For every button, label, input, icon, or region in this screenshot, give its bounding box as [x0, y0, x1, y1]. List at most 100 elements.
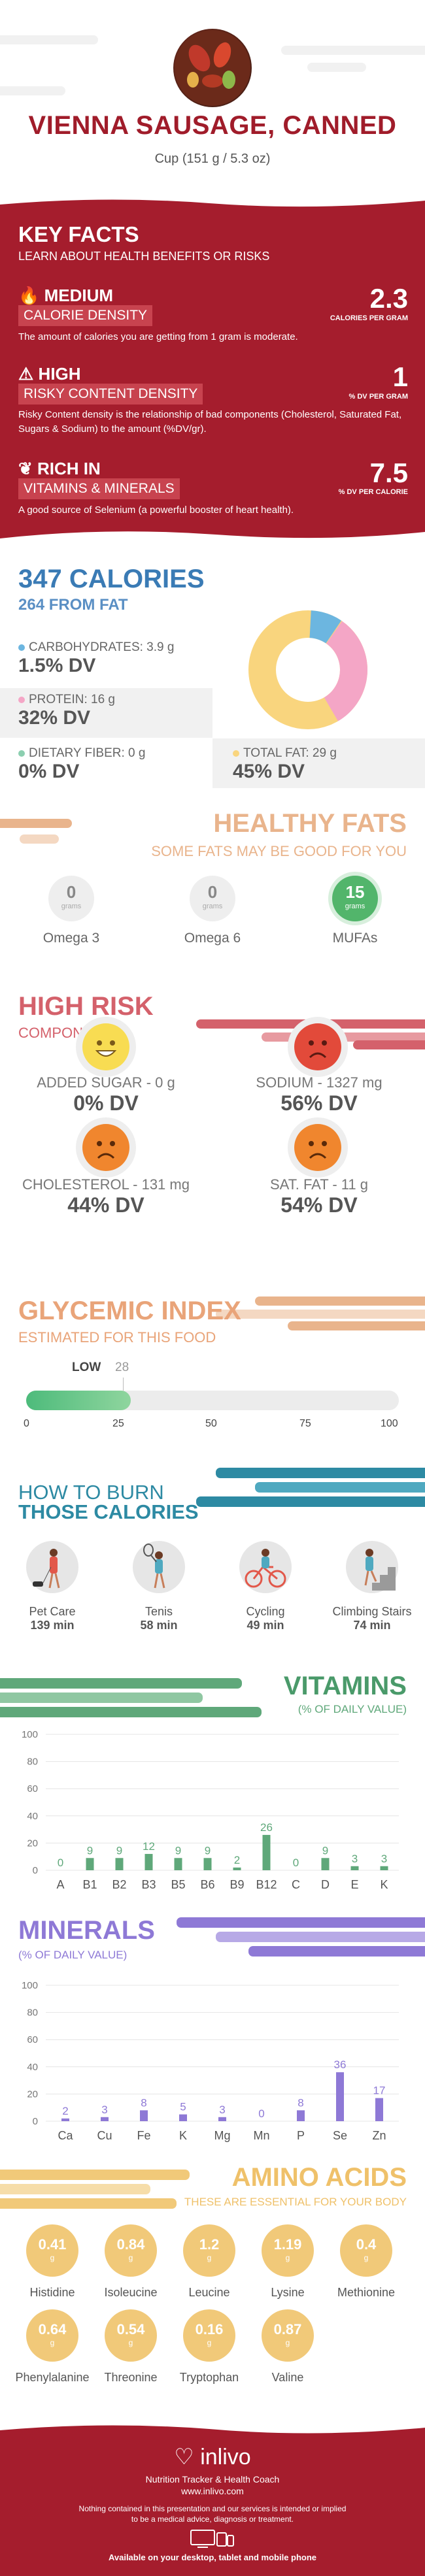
bar	[297, 2110, 305, 2121]
amino-value: 0.41	[38, 2236, 67, 2253]
bar-value-label: 26	[260, 1821, 273, 1834]
footer	[0, 2421, 425, 2576]
amino-label: Histidine	[29, 2286, 75, 2299]
footer-tagline: Nutrition Tracker & Health Coach	[145, 2474, 280, 2485]
x-tick-label: K	[179, 2129, 187, 2142]
y-tick-label: 100	[22, 1980, 38, 1991]
amino-unit: g	[364, 2253, 369, 2262]
pet-care-icon	[26, 1541, 78, 1593]
y-tick-label: 100	[22, 1729, 38, 1740]
calorie-donut	[248, 610, 367, 729]
fact-unit-risky: % DV PER GRAM	[348, 393, 408, 401]
food-title: VIENNA SAUSAGE, CANNED	[28, 111, 397, 140]
amino-label: Lysine	[271, 2286, 305, 2299]
amino-badge: 0.64 g	[26, 2309, 78, 2362]
x-tick-label: B5	[171, 1878, 185, 1891]
sad-face-icon	[294, 1023, 341, 1070]
bar-value-label: 0	[293, 1857, 299, 1869]
fact-desc-calorie: The amount of calories you are getting f…	[18, 331, 298, 342]
bar	[375, 2098, 383, 2121]
y-tick-label: 0	[33, 2116, 38, 2127]
bar	[179, 2114, 187, 2121]
amino-unit: g	[285, 2253, 290, 2262]
bar-value-label: 9	[87, 1844, 93, 1857]
x-tick-label: Ca	[58, 2129, 73, 2142]
protein-block: PROTEIN: 16 g 32% DV	[18, 693, 115, 729]
cycling-icon	[239, 1541, 292, 1593]
footer-disclaimer-2: to be a medical advice, diagnosis or tre…	[131, 2515, 294, 2524]
bar	[350, 1866, 359, 1870]
y-tick-label: 0	[33, 1865, 38, 1876]
amino-unit: g	[128, 2338, 133, 2347]
bar	[380, 1866, 388, 1870]
devices-icon	[190, 2529, 235, 2552]
fact-label-vitamins: VITAMINS & MINERALS	[18, 478, 180, 499]
flame-icon: 🔥	[18, 286, 40, 305]
bar-value-label: 9	[116, 1844, 122, 1857]
fact-label-calorie: CALORIE DENSITY	[18, 305, 153, 326]
amino-value: 0.87	[273, 2321, 302, 2337]
amino-unit: g	[50, 2253, 55, 2262]
bar	[203, 1858, 212, 1870]
omega3-badge: 0 grams	[48, 876, 94, 921]
happy-face-icon	[82, 1023, 129, 1070]
bar	[321, 1858, 330, 1870]
amino-subtitle: THESE ARE ESSENTIAL FOR YOUR BODY	[184, 2196, 407, 2208]
vitamins-title: VITAMINS	[283, 1672, 407, 1700]
bar	[336, 2072, 344, 2121]
amino-value: 0.4	[356, 2236, 377, 2253]
bar	[262, 1834, 271, 1870]
footer-url[interactable]: www.inlivo.com	[181, 2486, 244, 2496]
x-tick-label: B1	[82, 1878, 97, 1891]
x-tick-label: E	[350, 1878, 358, 1891]
footer-available: Available on your desktop, tablet and mo…	[108, 2552, 317, 2562]
vitamins-subtitle: (% OF DAILY VALUE)	[298, 1703, 407, 1715]
amino-label: Phenylalanine	[15, 2371, 90, 2384]
bar-value-label: 36	[334, 2058, 347, 2071]
fact-value-calorie: 2.3	[369, 283, 408, 314]
bar-value-label: 17	[373, 2085, 386, 2097]
gi-value: 28	[115, 1361, 129, 1374]
x-tick-label: B2	[112, 1878, 126, 1891]
amino-unit: g	[207, 2253, 212, 2262]
fact-label-risky: RISKY CONTENT DENSITY	[18, 384, 203, 405]
bar	[61, 2118, 69, 2121]
minerals-subtitle: (% OF DAILY VALUE)	[18, 1949, 128, 1961]
fact-value-vitamins: 7.5	[369, 457, 408, 488]
x-tick-label: Mg	[214, 2129, 230, 2142]
tennis-icon	[133, 1541, 185, 1593]
amino-label: Tryptophan	[179, 2371, 239, 2384]
x-tick-label: Se	[333, 2129, 347, 2142]
burn-stairs: Climbing Stairs 74 min	[332, 1605, 412, 1632]
fact-desc-vitamins: A good source of Selenium (a powerful bo…	[18, 504, 294, 516]
bar-value-label: 3	[101, 2104, 107, 2116]
amino-label: Leucine	[188, 2286, 230, 2299]
amino-label: Isoleucine	[104, 2286, 158, 2299]
burn-cycling: Cycling 49 min	[246, 1605, 285, 1632]
amino-badge: 0.84 g	[105, 2224, 157, 2277]
sad-face-icon	[294, 1124, 341, 1171]
y-tick-label: 80	[27, 2007, 38, 2019]
y-tick-label: 60	[27, 1783, 38, 1794]
mufas-badge: 15 grams	[332, 876, 378, 921]
x-tick-label: Fe	[137, 2129, 150, 2142]
y-tick-label: 20	[27, 1838, 38, 1849]
food-image	[173, 29, 252, 107]
burn-title-2: THOSE CALORIES	[18, 1500, 199, 1523]
fiber-block: DIETARY FIBER: 0 g 0% DV	[18, 746, 146, 782]
mufas-label: MUFAs	[332, 931, 378, 946]
fact-level-risky: ⚠ HIGH	[18, 364, 81, 384]
amino-unit: g	[128, 2253, 133, 2262]
y-tick-label: 20	[27, 2089, 38, 2100]
amino-value: 0.54	[116, 2321, 145, 2337]
bar-value-label: 0	[258, 2107, 264, 2120]
amino-badge: 0.87 g	[262, 2309, 314, 2362]
x-tick-label: P	[297, 2129, 305, 2142]
fact-unit-calorie: CALORIES PER GRAM	[330, 314, 408, 322]
x-tick-label: K	[380, 1878, 388, 1891]
omega3-label: Omega 3	[42, 931, 100, 946]
protein-bg	[0, 688, 212, 738]
healthy-fats-title: HEALTHY FATS	[213, 809, 407, 838]
calories-title: 347 CALORIES	[18, 565, 205, 593]
bar-value-label: 0	[58, 1857, 63, 1869]
